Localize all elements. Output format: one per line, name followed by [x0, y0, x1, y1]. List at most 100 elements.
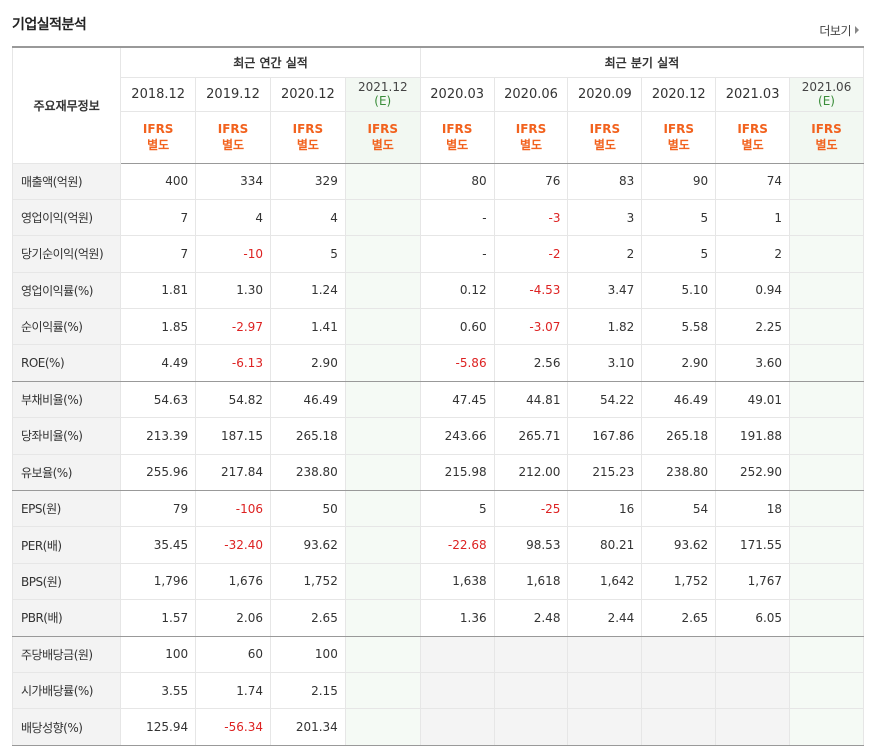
standard-line2: 별도	[371, 138, 394, 152]
value-cell: 60	[195, 635, 271, 673]
period-header: 2020.12	[641, 76, 717, 112]
value-cell: 1.74	[195, 671, 271, 710]
row-label: 당좌비율(%)	[11, 417, 122, 455]
value-cell: -2.97	[195, 308, 271, 346]
value-cell: 54.22	[567, 380, 643, 419]
value-cell: 3.60	[715, 344, 791, 382]
value-cell: 54.63	[120, 380, 197, 419]
value-cell: 7	[120, 198, 197, 237]
value-cell: 98.53	[493, 526, 569, 564]
value-cell	[789, 526, 864, 564]
value-cell: 90	[641, 162, 717, 200]
financial-table: 주요재무정보 최근 연간 실적 최근 분기 실적 2018.12 2019.12 2…	[11, 46, 865, 746]
standard-line2: 별도	[741, 138, 764, 152]
value-cell: 255.96	[120, 453, 197, 492]
value-cell: -4.53	[493, 271, 569, 310]
row-label: 순이익률(%)	[11, 308, 122, 346]
value-cell	[344, 490, 421, 528]
value-cell	[493, 708, 569, 746]
value-cell	[715, 708, 791, 746]
value-cell: 265.71	[493, 417, 569, 455]
period-label: 2021.12	[357, 80, 408, 94]
value-cell: 16	[567, 490, 643, 528]
standard-line1: IFRS	[663, 122, 695, 136]
value-cell: 46.49	[269, 380, 346, 419]
value-cell: 4.49	[120, 344, 197, 382]
table-row: PER(배) 35.45 -32.40 93.62 -22.68 98.53 80.21 93…	[11, 526, 864, 564]
table-row: 배당성향(%) 125.94 -56.34 201.34	[11, 708, 864, 746]
value-cell: 201.34	[269, 708, 346, 746]
more-link[interactable]: 더보기	[819, 22, 859, 39]
value-cell: 47.45	[419, 380, 495, 419]
value-cell	[715, 635, 791, 673]
value-cell: 0.60	[419, 308, 495, 346]
value-cell	[789, 344, 864, 382]
value-cell	[789, 599, 864, 637]
value-cell: 1.57	[120, 599, 197, 637]
value-cell	[419, 671, 495, 710]
value-cell	[789, 453, 864, 492]
standard-line2: 별도	[221, 138, 245, 152]
value-cell: 3.10	[567, 344, 643, 382]
accounting-standard: IFRS 별도	[567, 110, 643, 164]
value-cell: 7	[120, 235, 197, 273]
value-cell: 5.58	[641, 308, 717, 346]
value-cell: -106	[195, 490, 271, 528]
table-row: 영업이익률(%) 1.81 1.30 1.24 0.12 -4.53 3.47 5.10 0.9…	[11, 271, 864, 310]
section-title: 기업실적분석	[12, 17, 87, 33]
value-cell: 74	[715, 162, 791, 200]
value-cell: 1	[715, 198, 791, 237]
value-cell: 1,642	[567, 562, 643, 601]
value-cell: 100	[269, 635, 346, 673]
value-cell: 54.82	[195, 380, 271, 419]
period-label: 2021.06	[801, 80, 852, 94]
value-cell: 35.45	[120, 526, 197, 564]
accounting-standard: IFRS 별도	[641, 110, 717, 164]
value-cell: 329	[269, 162, 346, 200]
value-cell: 2.90	[269, 344, 346, 382]
value-cell: 238.80	[269, 453, 346, 492]
value-cell: 2.56	[493, 344, 569, 382]
value-cell	[493, 635, 569, 673]
value-cell	[789, 380, 864, 419]
accounting-standard: IFRS 별도	[344, 110, 421, 164]
value-cell: 2	[567, 235, 643, 273]
value-cell: 1,618	[493, 562, 569, 601]
table-row: 시가배당률(%) 3.55 1.74 2.15	[11, 671, 864, 710]
accounting-standard: IFRS 별도	[715, 110, 791, 164]
value-cell: 6.05	[715, 599, 791, 637]
value-cell: 1.81	[120, 271, 197, 310]
value-cell	[344, 162, 421, 200]
value-cell: 79	[120, 490, 197, 528]
value-cell: -	[419, 235, 495, 273]
period-header: 2019.12	[195, 76, 271, 112]
value-cell: -3	[493, 198, 569, 237]
value-cell: 50	[269, 490, 346, 528]
value-cell: 213.39	[120, 417, 197, 455]
value-cell: 76	[493, 162, 569, 200]
value-cell	[344, 453, 421, 492]
value-cell	[789, 235, 864, 273]
estimate-mark: (E)	[374, 94, 392, 108]
row-label: 영업이익(억원)	[11, 198, 122, 237]
table-row: 순이익률(%) 1.85 -2.97 1.41 0.60 -3.07 1.82 5.58 2.2…	[11, 308, 864, 346]
table-row: EPS(원) 79 -106 50 5 -25 16 54 18	[11, 490, 864, 528]
value-cell: 1.85	[120, 308, 197, 346]
row-label: EPS(원)	[11, 490, 122, 528]
standard-line2: 별도	[593, 138, 616, 152]
value-cell	[641, 635, 717, 673]
value-cell: 1.41	[269, 308, 346, 346]
value-cell: 80.21	[567, 526, 643, 564]
row-label: 배당성향(%)	[11, 708, 122, 746]
value-cell	[344, 671, 421, 710]
period-header: 2020.06	[493, 76, 569, 112]
value-cell: 3	[567, 198, 643, 237]
value-cell: -6.13	[195, 344, 271, 382]
value-cell: -10	[195, 235, 271, 273]
accounting-standard: IFRS 별도	[419, 110, 495, 164]
row-label: 부채비율(%)	[11, 380, 122, 419]
value-cell: 4	[195, 198, 271, 237]
value-cell: -2	[493, 235, 569, 273]
row-label: 주당배당금(원)	[11, 635, 122, 673]
table-row: 주당배당금(원) 100 60 100	[11, 635, 864, 673]
